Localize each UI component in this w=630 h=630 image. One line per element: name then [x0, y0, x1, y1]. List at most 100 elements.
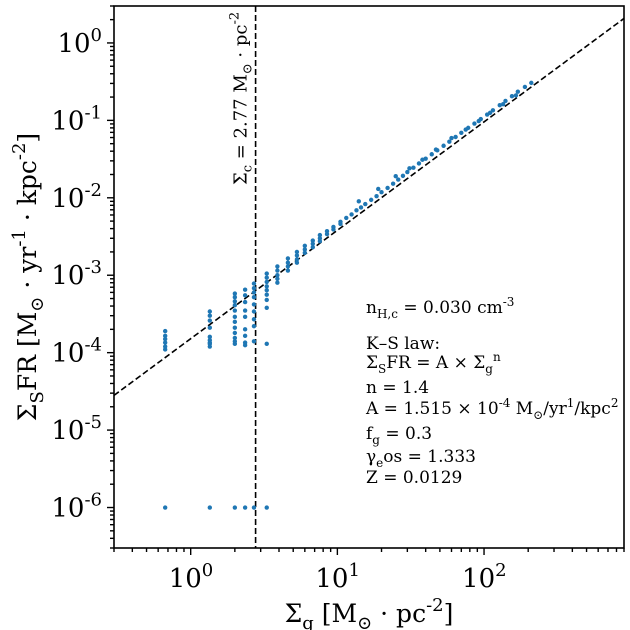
- data-point: [358, 205, 364, 210]
- data-point: [242, 314, 248, 320]
- data-point: [503, 98, 508, 104]
- data-point: [264, 275, 269, 280]
- data-point: [207, 505, 213, 510]
- data-point: [487, 110, 493, 116]
- y-tick-label: 10-3: [51, 257, 102, 291]
- y-axis-label: ΣSFR [M⊙ · yr-1 · kpc-2]: [9, 133, 48, 421]
- data-point: [207, 318, 213, 323]
- data-point: [447, 139, 452, 144]
- data-point: [302, 247, 308, 252]
- annotation-line: ΣSFR = A × Σgn: [366, 350, 501, 376]
- data-point: [285, 264, 291, 269]
- data-point: [162, 347, 168, 352]
- data-point: [302, 243, 308, 248]
- data-point: [356, 199, 361, 204]
- data-point: [242, 505, 248, 510]
- data-point: [162, 505, 168, 510]
- annotation-line: fg = 0.3: [366, 424, 432, 447]
- data-point: [385, 185, 390, 191]
- axis-labels: Σc = 2.77 M⊙ · pc-2 Σg [M⊙ · pc-2] ΣSFR [M…: [9, 12, 453, 630]
- data-point: [317, 239, 323, 244]
- data-point: [251, 317, 257, 322]
- data-point: [251, 295, 257, 300]
- data-point: [515, 89, 521, 94]
- y-tick-label: 10-4: [51, 335, 102, 369]
- data-point: [285, 260, 291, 265]
- data-point: [264, 297, 269, 303]
- data-point: [264, 292, 269, 297]
- y-tick-label: 100: [57, 25, 102, 59]
- data-point: [349, 212, 354, 217]
- data-point: [294, 253, 300, 258]
- data-point: [374, 193, 379, 199]
- data-point: [476, 118, 481, 124]
- data-point: [338, 221, 343, 227]
- data-point: [264, 279, 269, 285]
- x-tick-label: 100: [169, 560, 214, 594]
- data-point: [275, 273, 280, 278]
- y-tick-label: 10-2: [51, 180, 102, 214]
- data-point: [242, 299, 248, 305]
- data-point: [251, 281, 257, 286]
- data-point: [232, 505, 238, 510]
- x-tick-label: 102: [462, 560, 507, 594]
- x-tick-label: 101: [315, 560, 360, 594]
- data-point: [420, 157, 425, 162]
- data-point: [509, 94, 515, 99]
- data-point: [400, 173, 406, 179]
- data-point: [285, 268, 291, 273]
- data-point: [368, 197, 374, 203]
- data-point: [463, 127, 468, 132]
- data-point: [396, 177, 401, 182]
- data-point: [264, 305, 269, 310]
- data-point: [251, 505, 257, 510]
- data-point: [376, 186, 381, 192]
- data-point: [242, 333, 248, 339]
- data-point: [472, 121, 477, 126]
- data-point: [251, 323, 257, 329]
- data-point: [275, 268, 280, 273]
- data-point: [310, 241, 315, 246]
- data-point: [232, 295, 238, 300]
- plot-area: [114, 6, 624, 548]
- data-point: [264, 284, 269, 289]
- data-point: [459, 130, 464, 136]
- threshold-label: Σc = 2.77 M⊙ · pc-2: [228, 12, 256, 185]
- data-point: [500, 101, 506, 107]
- y-tick-label: 10-1: [51, 102, 102, 136]
- data-point: [251, 290, 257, 295]
- data-point: [232, 303, 238, 308]
- annotation-line: Z = 0.0129: [366, 468, 462, 488]
- data-point: [232, 299, 238, 304]
- data-point: [207, 334, 213, 340]
- data-point: [379, 190, 384, 195]
- data-point: [162, 328, 168, 334]
- data-point: [242, 327, 248, 332]
- data-point: [251, 309, 257, 314]
- data-point: [242, 308, 248, 313]
- data-point: [522, 84, 528, 90]
- data-point: [207, 344, 213, 349]
- data-point: [529, 80, 534, 86]
- data-point: [449, 135, 454, 141]
- data-point: [354, 208, 359, 213]
- data-point: [433, 147, 439, 152]
- data-point: [232, 314, 238, 320]
- annotation-block: nH,c = 0.030 cm-3 K–S law:ΣSFR = A × Σgnn…: [365, 295, 618, 488]
- annotation-line: A = 1.515 × 10-4 M⊙/yr1/kpc2: [365, 396, 618, 422]
- data-point: [363, 201, 368, 207]
- data-point: [207, 325, 213, 330]
- data-point: [251, 302, 257, 307]
- data-point: [310, 245, 315, 250]
- y-tick-label: 10-5: [51, 412, 102, 446]
- data-point: [331, 227, 336, 232]
- data-point: [275, 276, 280, 281]
- ks-fit-line: [114, 17, 624, 397]
- data-point: [242, 293, 248, 298]
- data-point: [441, 143, 446, 148]
- data-point: [407, 166, 412, 171]
- data-point: [294, 257, 300, 262]
- data-point: [317, 232, 323, 238]
- x-axis-label: Σg [M⊙ · pc-2]: [285, 595, 454, 630]
- data-point: [490, 108, 496, 113]
